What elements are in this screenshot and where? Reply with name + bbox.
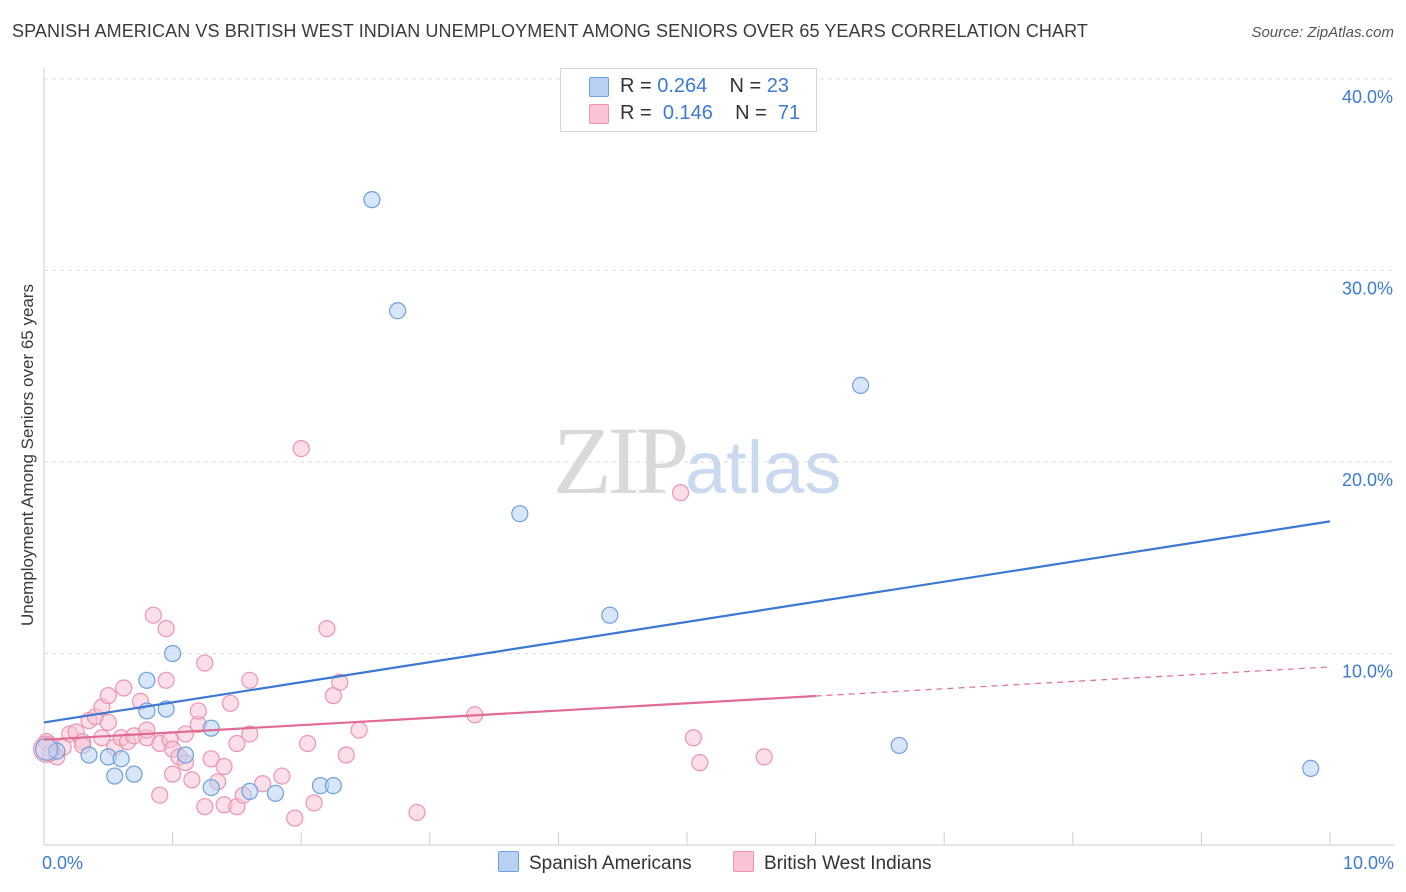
y-tick-label: 20.0% <box>1342 470 1393 490</box>
british-west-indian-point <box>202 750 220 768</box>
british-west-indian-point <box>350 721 368 739</box>
legend-n-label: N = <box>729 75 762 97</box>
british-west-indian-point <box>183 771 201 789</box>
spanish-american-point <box>176 746 195 764</box>
legend-n-value: 71 <box>777 102 801 124</box>
legend-r-label: R = <box>620 75 652 97</box>
british-west-indian-point <box>176 725 195 743</box>
british-west-indian-point <box>241 725 259 743</box>
legend-r-label: R = <box>620 102 652 124</box>
british-west-indian-point <box>691 754 709 772</box>
watermark-atlas: atlas <box>685 426 842 509</box>
grid-layer <box>44 78 1394 654</box>
axis-layer <box>43 68 1394 846</box>
spanish-american-point <box>125 765 143 783</box>
british-west-indian-point <box>157 671 175 689</box>
british-west-indian-point <box>755 748 773 766</box>
spanish-american-point <box>34 737 59 761</box>
spanish-americans-points <box>34 191 1320 802</box>
british-west-indian-point <box>196 798 214 816</box>
bottom-legend-label: British West Indians <box>764 853 932 874</box>
y-tick-label: 40.0% <box>1342 87 1393 107</box>
spanish-american-point <box>601 606 619 624</box>
british-west-indian-point <box>99 687 117 705</box>
british-west-indian-point <box>254 775 272 793</box>
british-west-indian-point <box>684 729 703 747</box>
spanish-american-point <box>202 719 220 737</box>
british-west-indian-point <box>189 702 207 720</box>
british-west-indian-point <box>331 673 349 691</box>
british-west-indian-point <box>164 765 182 783</box>
spanish-american-point <box>890 736 908 755</box>
british-west-indian-point <box>157 620 175 638</box>
british-west-indian-point <box>215 757 233 776</box>
spanish-american-point <box>511 505 529 523</box>
bottom-legend-spanish-americans: Spanish Americans <box>498 851 692 875</box>
british-west-indian-point <box>115 679 133 697</box>
bottom-legend-british-west-indians: British West Indians <box>733 851 932 875</box>
spanish-american-point <box>241 782 259 800</box>
watermark-zip: ZIP <box>553 407 689 514</box>
british-west-indian-point <box>299 734 317 753</box>
x-tick-label-min: 0.0% <box>42 853 83 873</box>
british-west-indian-point <box>138 721 156 739</box>
pink-trend-line <box>43 694 816 741</box>
pink-swatch <box>589 104 609 124</box>
y-tick-label: 10.0% <box>1342 662 1393 682</box>
blue-swatch <box>589 77 609 97</box>
spanish-american-point <box>106 767 124 785</box>
legend-r-value: 0.264 <box>657 75 708 97</box>
british-west-indian-point <box>318 620 336 638</box>
pink-trend-line-extension <box>815 666 1331 697</box>
correlation-legend: R = 0.264 N = 23 R = 0.146 N = 71 <box>560 68 817 132</box>
spanish-american-point <box>1302 759 1320 778</box>
british-west-indian-point <box>228 734 246 753</box>
british-west-indian-point <box>151 786 169 804</box>
spanish-american-point <box>202 778 220 797</box>
source-label: Source: ZipAtlas.com <box>1251 24 1394 41</box>
blue-trend-line <box>43 520 1331 724</box>
trend-lines <box>43 520 1331 741</box>
british-west-indian-point <box>286 809 304 827</box>
legend-r-value: 0.146 <box>662 102 713 124</box>
legend-n-value: 23 <box>766 75 790 97</box>
british-west-indian-point <box>144 606 162 624</box>
british-west-indian-point <box>305 794 323 812</box>
british-west-indian-point <box>671 484 690 502</box>
british-west-indian-point <box>273 767 291 785</box>
spanish-american-point <box>363 191 381 209</box>
spanish-american-point <box>164 644 182 663</box>
spanish-american-point <box>80 746 98 764</box>
british-west-indian-point <box>408 803 426 822</box>
bottom-legend-label: Spanish Americans <box>529 853 692 874</box>
british-west-indians-points <box>32 439 773 827</box>
watermark: ZIPatlas <box>553 405 841 516</box>
spanish-american-point <box>852 376 870 394</box>
british-west-indian-point <box>99 713 117 732</box>
y-tick-layer: 10.0% 20.0% 30.0% 40.0% <box>1342 87 1393 682</box>
chart-title: SPANISH AMERICAN VS BRITISH WEST INDIAN … <box>12 21 1089 41</box>
spanish-american-point <box>112 750 130 768</box>
british-west-indian-point <box>337 746 355 764</box>
british-west-indian-point <box>292 439 310 458</box>
pink-swatch <box>733 851 754 872</box>
spanish-american-point <box>389 302 407 320</box>
spanish-american-point <box>324 777 342 795</box>
legend-n-label: N = <box>735 102 767 124</box>
british-west-indian-point <box>221 694 240 712</box>
spanish-american-point <box>266 784 285 802</box>
spanish-american-point <box>138 671 156 689</box>
blue-swatch <box>498 851 519 872</box>
x-tick-label-max: 10.0% <box>1343 853 1394 873</box>
y-tick-label: 30.0% <box>1342 279 1393 299</box>
x-tick-layer <box>43 832 1331 845</box>
british-west-indian-point <box>196 654 214 672</box>
british-west-indian-point <box>241 671 259 689</box>
